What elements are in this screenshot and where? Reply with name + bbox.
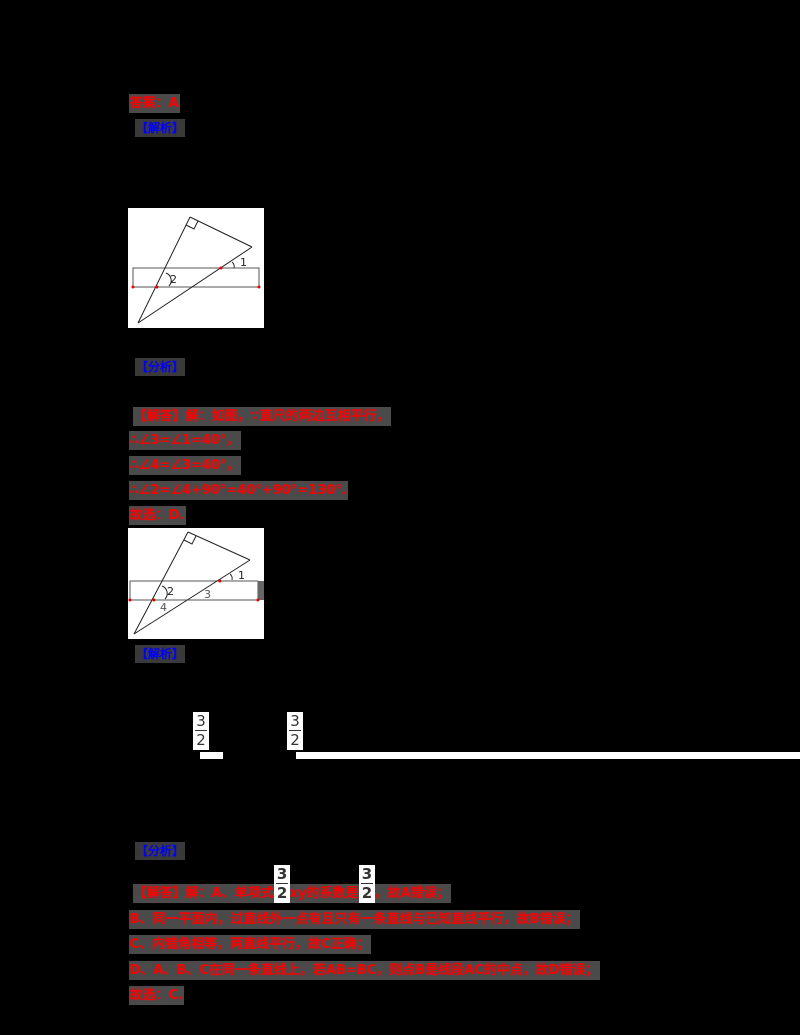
analysis-tag-3: 【解析】 [135, 645, 186, 663]
choice-line: 故选：C. [129, 986, 185, 1005]
fraction-3-over-2: 3 2 [287, 712, 303, 750]
angle-1-label: 1 [238, 569, 245, 582]
angle-2-label: 2 [170, 273, 177, 286]
solution-line: 【解答】解：如图，∵直尺的两边互相平行， [133, 407, 392, 426]
white-divider-bar [296, 752, 800, 759]
analysis-tag-4: 【分析】 [135, 842, 186, 860]
analysis-tag-1: 【解析】 [135, 119, 186, 137]
solution-line-c: C、内错角相等，两直线平行，故C正确； [129, 935, 372, 954]
angle-2-label: 2 [167, 585, 174, 598]
solution-line: ∴∠2=∠4+90°=40°+90°=130°. [129, 481, 349, 500]
solution-line: ∴∠4=∠3=40°， [129, 456, 241, 475]
solution-line-a: 【解答】解：A、单项式 3 2 xy的系数是 3 2 ，故A错误； [133, 865, 451, 903]
solution-line-b: B、同一平面内，过直线外一点有且只有一条直线与已知直线平行，故B错误； [129, 910, 580, 929]
solution-line: ∴∠3=∠1=40°， [129, 431, 241, 450]
fraction-3-over-2: 3 2 [193, 712, 209, 750]
white-fragment [200, 752, 223, 759]
geometry-figure-2: 2 1 3 4 [128, 528, 264, 639]
geometry-figure-1: 2 1 [128, 208, 264, 328]
analysis-tag-2: 【分析】 [135, 358, 186, 376]
solution-line-d: D、A、B、C在同一条直线上，若AB=BC，则点B是线段AC的中点，故D错误； [129, 961, 600, 980]
triangle-ruler-diagram: 2 1 [131, 216, 261, 324]
angle-1-label: 1 [240, 256, 247, 269]
triangle-ruler-diagram-labeled: 2 1 3 4 [128, 531, 264, 635]
angle-3-label: 3 [204, 588, 211, 601]
answer-line-1: 答案：A [129, 94, 181, 113]
choice-line: 故选：D. [129, 506, 186, 525]
angle-4-label: 4 [160, 601, 167, 614]
